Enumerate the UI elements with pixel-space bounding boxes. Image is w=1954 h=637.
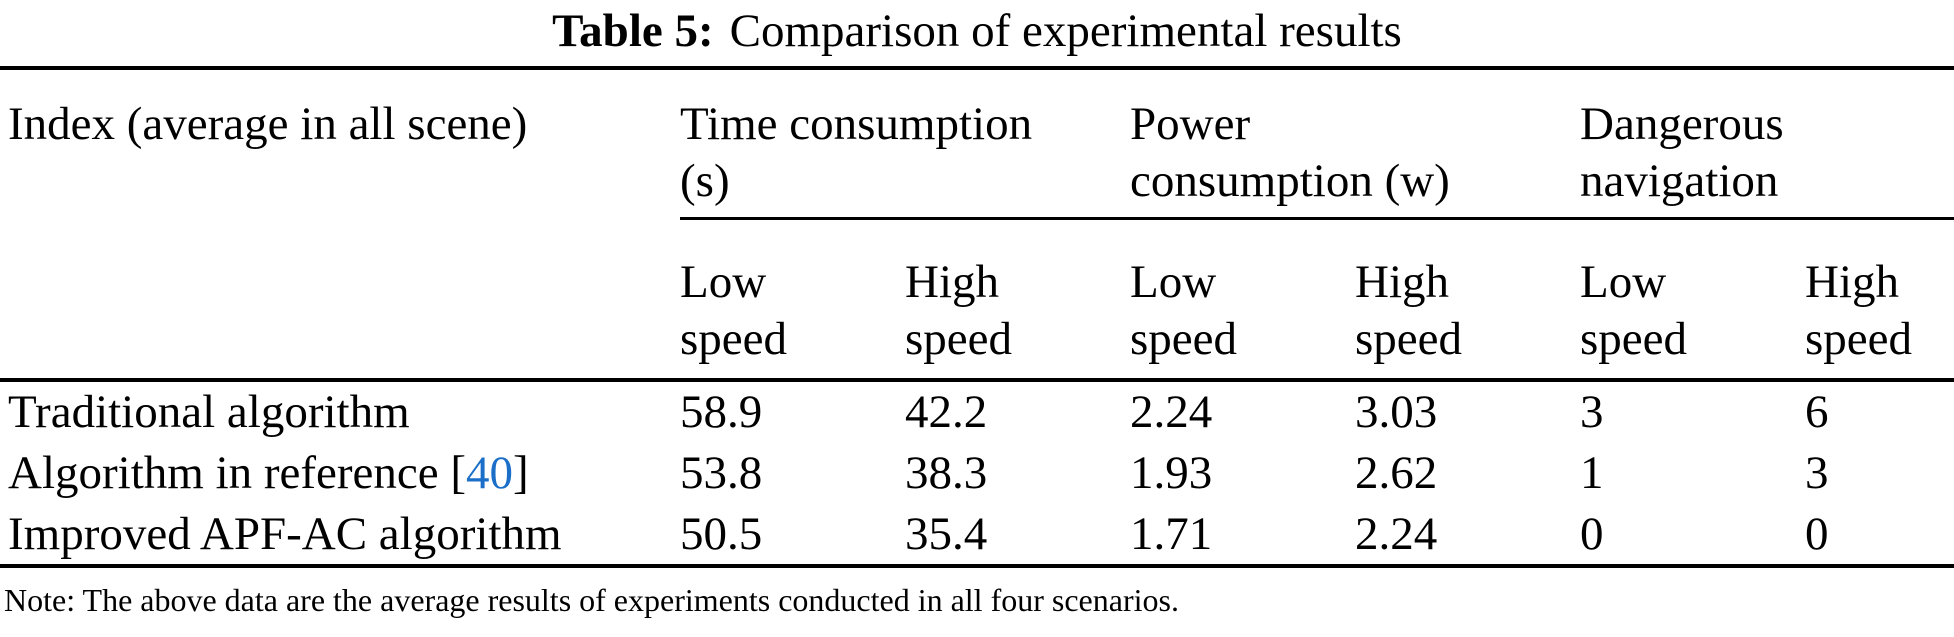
cell-value: 0 <box>1580 504 1806 568</box>
cell-value: 2.24 <box>1355 504 1581 568</box>
group-header-dangerous-navigation: Dangerous navigation <box>1580 68 1954 220</box>
subheader-time-low-speed: Low speed <box>680 218 905 382</box>
cell-value: 53.8 <box>680 446 763 499</box>
row-label: Traditional algorithm <box>8 385 410 438</box>
cell-value: 2.62 <box>1355 446 1438 499</box>
citation-link[interactable]: 40 <box>466 446 514 499</box>
subheader-power-low-speed: Low speed <box>1130 218 1355 382</box>
cell-value: 0 <box>1805 504 1954 568</box>
column-header-index: Index (average in all scene) <box>0 68 680 382</box>
subheader-danger-high-speed: High speed <box>1805 218 1954 382</box>
cell-value: 3 <box>1580 385 1604 438</box>
row-label: Improved APF-AC algorithm <box>0 504 680 568</box>
row-label: Algorithm in reference [40] <box>8 446 529 499</box>
cell-value: 35.4 <box>905 504 1130 568</box>
cell-value: 3.03 <box>1355 385 1438 438</box>
table-row: Traditional algorithm 58.9 42.2 2.24 3.03 3 6 <box>0 380 1954 442</box>
table-row: Algorithm in reference [40] 53.8 38.3 1.93 2… <box>0 442 1954 504</box>
cell-value: 1.93 <box>1130 446 1213 499</box>
subheader-row: Low speed High speed Low speed High spee… <box>0 218 1954 382</box>
cell-value: 38.3 <box>905 446 988 499</box>
subheader-time-high-speed: High speed <box>905 218 1130 382</box>
cell-value: 1.71 <box>1130 504 1355 568</box>
table-body: Traditional algorithm 58.9 42.2 2.24 3.03 3 6 A… <box>0 380 1954 568</box>
group-header-time-consumption: Time consumption (s) <box>680 68 1130 220</box>
cell-value: 50.5 <box>680 504 905 568</box>
table-row: Improved APF-AC algorithm 50.5 35.4 1.71 2.2… <box>0 504 1954 568</box>
results-table: Index (average in all scene) Time consum… <box>0 66 1954 568</box>
cell-value: 3 <box>1805 446 1829 499</box>
table-caption-text: Comparison of experimental results <box>729 5 1402 57</box>
table-caption-label: Table 5: <box>552 5 714 57</box>
cell-value: 42.2 <box>905 385 988 438</box>
cell-value: 6 <box>1805 385 1829 438</box>
cell-value: 2.24 <box>1130 385 1213 438</box>
group-header-power-consumption: Power consumption (w) <box>1130 68 1581 220</box>
cell-value: 58.9 <box>680 385 763 438</box>
subheader-power-high-speed: High speed <box>1355 218 1581 382</box>
table-note: Note: The above data are the average res… <box>4 582 1179 618</box>
group-header-row: Index (average in all scene) Time consum… <box>0 68 1954 382</box>
subheader-danger-low-speed: Low speed <box>1580 218 1806 382</box>
cell-value: 1 <box>1580 446 1604 499</box>
table-caption: Table 5: Comparison of experimental resul… <box>0 0 1954 66</box>
